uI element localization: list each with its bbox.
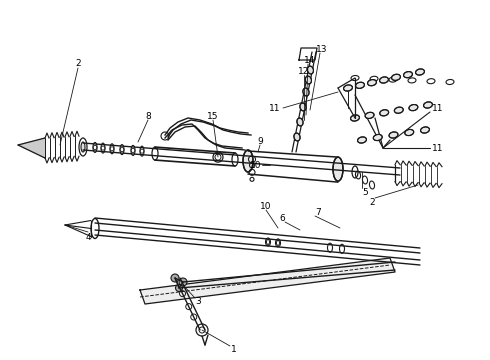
Text: 1: 1 [231, 345, 237, 354]
Ellipse shape [356, 82, 365, 89]
Text: 11: 11 [269, 104, 281, 113]
Text: 5: 5 [362, 188, 368, 197]
Ellipse shape [343, 85, 352, 91]
Text: 7: 7 [315, 207, 321, 216]
Ellipse shape [303, 88, 309, 96]
Text: 3: 3 [195, 297, 201, 306]
Ellipse shape [333, 157, 343, 181]
Ellipse shape [350, 115, 360, 121]
Text: 12: 12 [298, 67, 310, 76]
Text: 2: 2 [369, 198, 375, 207]
Ellipse shape [416, 69, 424, 75]
Ellipse shape [81, 142, 85, 152]
Ellipse shape [392, 74, 400, 80]
Ellipse shape [394, 107, 403, 113]
Circle shape [179, 278, 187, 286]
Text: 15: 15 [207, 112, 219, 121]
Text: 8: 8 [145, 112, 151, 121]
Ellipse shape [373, 134, 382, 140]
Text: 11: 11 [432, 144, 444, 153]
Ellipse shape [409, 104, 418, 111]
Ellipse shape [405, 130, 414, 136]
Ellipse shape [420, 127, 429, 133]
Text: 14: 14 [304, 55, 316, 64]
Ellipse shape [358, 137, 367, 143]
Text: 6: 6 [279, 213, 285, 222]
Text: 11: 11 [432, 104, 444, 113]
Ellipse shape [389, 132, 398, 138]
Ellipse shape [380, 77, 389, 83]
Ellipse shape [300, 103, 306, 111]
Ellipse shape [380, 110, 389, 116]
Polygon shape [18, 138, 45, 158]
Ellipse shape [404, 72, 413, 78]
Text: 2: 2 [75, 59, 81, 68]
Text: 10: 10 [250, 161, 262, 170]
Text: 13: 13 [316, 45, 328, 54]
Ellipse shape [307, 66, 314, 74]
Text: 4: 4 [85, 233, 91, 242]
Circle shape [171, 274, 179, 282]
Ellipse shape [243, 150, 253, 172]
Circle shape [175, 284, 182, 292]
Text: 9: 9 [257, 136, 263, 145]
Ellipse shape [365, 112, 374, 118]
Ellipse shape [305, 76, 312, 84]
Ellipse shape [423, 102, 433, 108]
Ellipse shape [297, 118, 303, 126]
Text: 10: 10 [260, 202, 272, 211]
Ellipse shape [294, 133, 300, 141]
Polygon shape [140, 258, 395, 304]
Ellipse shape [368, 80, 376, 86]
